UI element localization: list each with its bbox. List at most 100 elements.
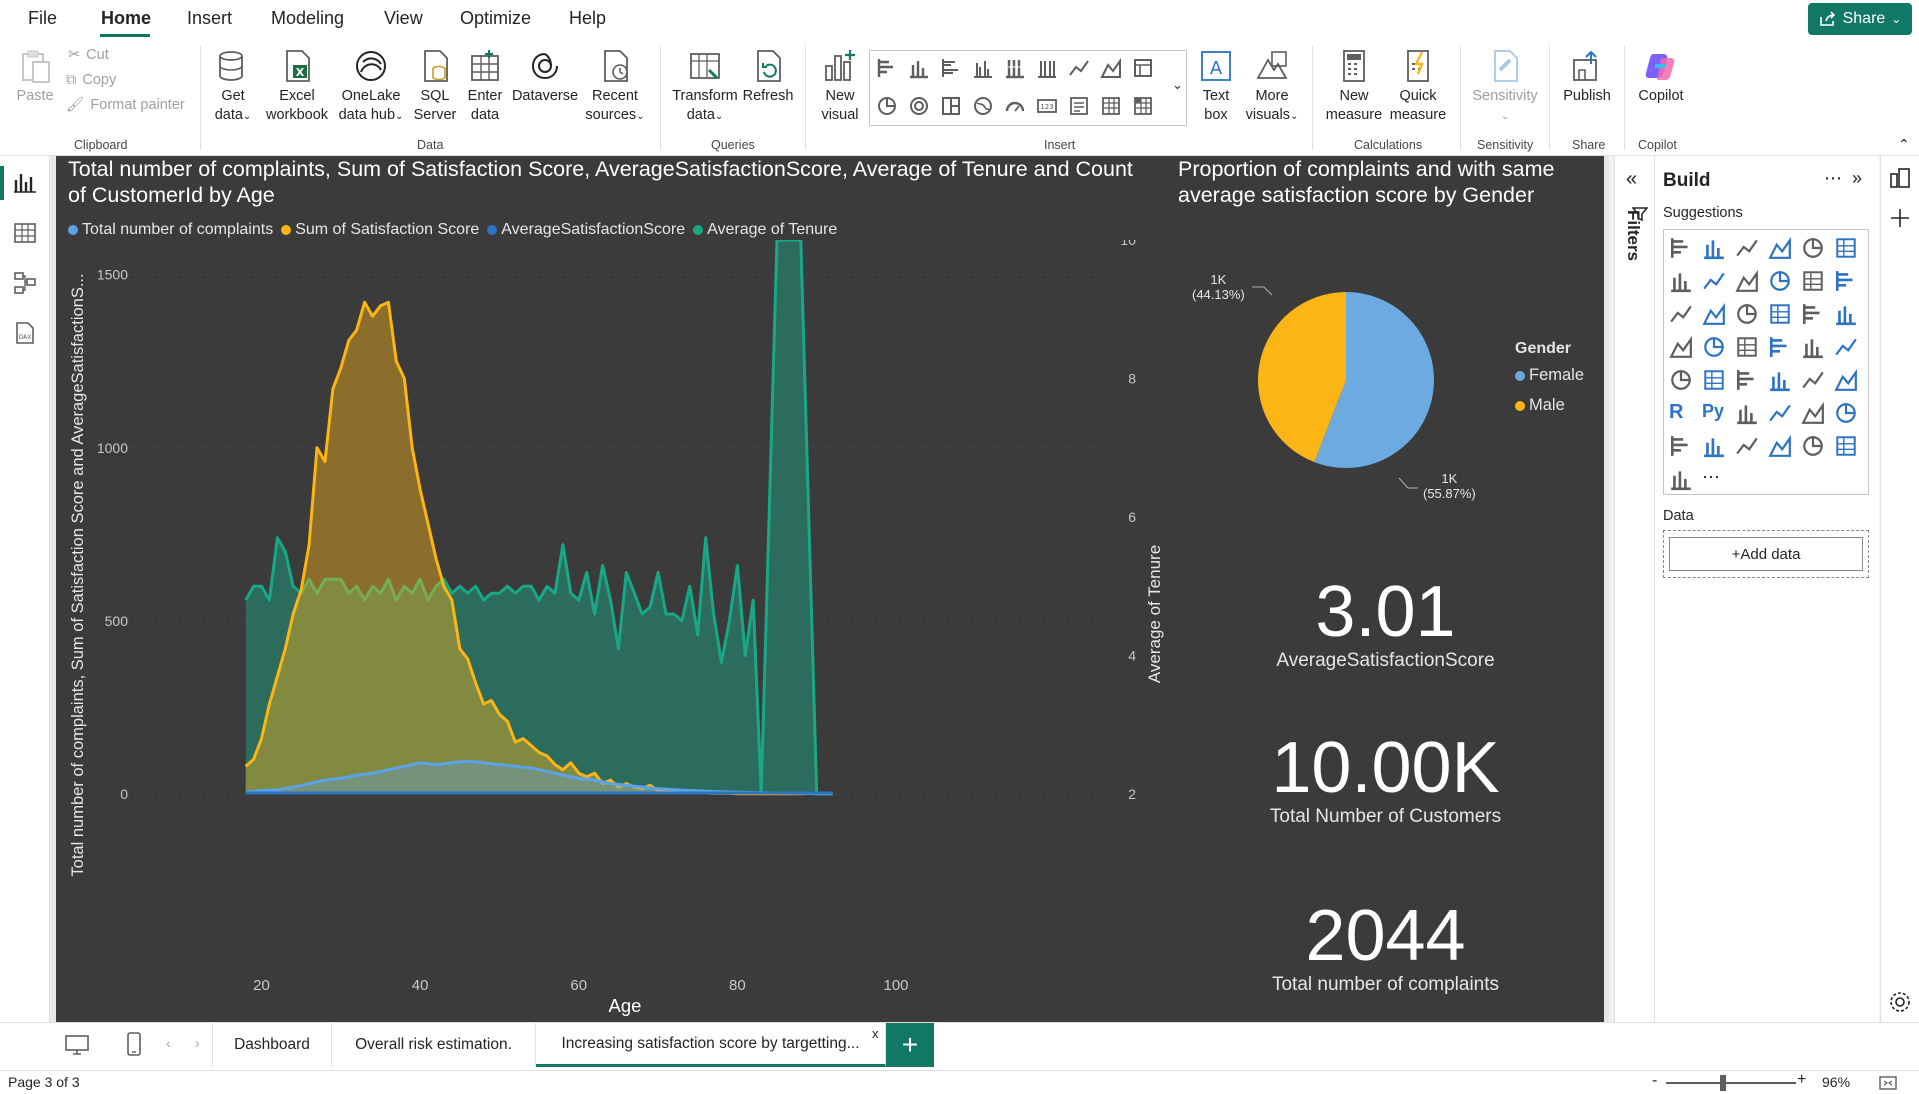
paginated-report-icon[interactable] (1702, 434, 1726, 458)
stacked-area-icon[interactable] (1735, 269, 1759, 293)
treemap-icon[interactable] (940, 95, 962, 117)
more-options-icon[interactable]: ⋯ (1824, 168, 1842, 188)
more-visuals-button[interactable]: More visuals⌄ (1242, 48, 1302, 126)
power-automate-flow-icon[interactable] (1669, 467, 1693, 491)
sql-server-button[interactable]: SQL Server (410, 48, 460, 125)
page-tab-dashboard[interactable]: Dashboard (212, 1023, 332, 1067)
dax-query-view-icon[interactable]: DAX (12, 320, 38, 346)
donut-icon[interactable] (1834, 302, 1858, 326)
stacked-column-icon[interactable] (1702, 236, 1726, 260)
format-painter-button[interactable]: 🖌 Format painter (66, 96, 185, 114)
zoom-slider-thumb[interactable] (1720, 1075, 1727, 1091)
line-icon[interactable] (1669, 269, 1693, 293)
table-view-icon[interactable] (12, 220, 38, 246)
excel-workbook-button[interactable]: X Excel workbook (262, 48, 332, 125)
slicer-new-icon[interactable] (1768, 434, 1792, 458)
chevron-up-icon[interactable]: ⌃ (1898, 136, 1910, 152)
kpi-icon[interactable] (1735, 368, 1759, 392)
funnel-icon[interactable] (1735, 302, 1759, 326)
menu-file[interactable]: File (28, 8, 58, 28)
ribbon-icon[interactable] (1669, 302, 1693, 326)
copilot-button[interactable]: Copilot (1630, 48, 1692, 106)
stacked-bar-icon[interactable] (1669, 236, 1693, 260)
line-stacked-column-icon[interactable] (1801, 269, 1825, 293)
chevron-double-left-icon[interactable]: « (1626, 168, 1638, 190)
desktop-layout-icon[interactable] (64, 1034, 90, 1056)
treemap-icon[interactable] (1669, 335, 1693, 359)
main-area-chart[interactable]: 0 500 1000 1500 2 4 6 8 10 20 40 60 80 100 Total numb… (56, 240, 1166, 1022)
report-view-icon[interactable] (12, 170, 38, 196)
area-average-of-tenure[interactable] (245, 240, 833, 794)
close-tab-icon[interactable]: x (872, 1026, 879, 1041)
text-box-button[interactable]: A Text box (1194, 48, 1238, 125)
menu-optimize[interactable]: Optimize (460, 8, 532, 28)
map-icon[interactable] (972, 95, 994, 117)
new-visual-button[interactable]: New visual (814, 48, 866, 125)
pie-legend-male[interactable]: Male (1515, 396, 1565, 415)
100-stacked-bar-icon[interactable] (1004, 57, 1026, 79)
map-icon[interactable] (1702, 335, 1726, 359)
key-influencers-icon[interactable] (1735, 401, 1759, 425)
legend-item-complaints[interactable]: Total number of complaints (68, 219, 273, 241)
stacked-column-chart-icon[interactable] (908, 57, 930, 79)
legend-item-avg-satisfaction[interactable]: AverageSatisfactionScore (487, 219, 685, 241)
qa-icon[interactable] (1801, 401, 1825, 425)
copy-button[interactable]: ⧉ Copy (66, 72, 116, 88)
stacked-area-chart-icon[interactable] (1132, 57, 1154, 79)
page-tab-overall-risk[interactable]: Overall risk estimation. (332, 1023, 536, 1067)
zoom-in-icon[interactable]: + (1797, 1071, 1807, 1088)
enter-data-button[interactable]: Enter data (462, 48, 508, 125)
trophy-icon[interactable] (1669, 434, 1693, 458)
donut-chart-icon[interactable] (908, 95, 930, 117)
transform-data-button[interactable]: Transform data⌄ (670, 48, 740, 126)
fit-to-page-icon[interactable] (1878, 1075, 1898, 1091)
narrative-icon[interactable] (1834, 401, 1858, 425)
gauge-icon[interactable] (1004, 95, 1026, 117)
shape-map-icon[interactable] (1768, 335, 1792, 359)
sensitivity-button[interactable]: Sensitivity ⌄ (1468, 48, 1542, 126)
gauge-icon[interactable] (1834, 335, 1858, 359)
100-stacked-bar-icon[interactable] (1801, 236, 1825, 260)
r-script-icon[interactable]: R (1669, 401, 1684, 423)
cut-button[interactable]: ✂ Cut (68, 47, 109, 63)
line-average-of-tenure[interactable] (244, 240, 833, 796)
new-measure-button[interactable]: New measure (1322, 48, 1386, 125)
paste-button[interactable]: Paste (12, 48, 58, 106)
card-icon[interactable]: 123 (1036, 95, 1058, 117)
azure-map-icon[interactable] (1801, 335, 1825, 359)
menu-home[interactable]: Home (101, 8, 152, 28)
menu-help[interactable]: Help (569, 8, 607, 28)
settings-gear-icon[interactable] (1888, 990, 1912, 1014)
legend-item-sum-satisfaction[interactable]: Sum of Satisfaction Score (281, 219, 479, 241)
build-visual-icon[interactable] (1888, 166, 1912, 190)
area-chart-icon[interactable] (1100, 57, 1122, 79)
onelake-data-hub-button[interactable]: OneLake data hub⌄ (334, 48, 408, 126)
area-icon[interactable] (1702, 269, 1726, 293)
decomposition-tree-icon[interactable] (1768, 401, 1792, 425)
plus-icon[interactable] (1888, 206, 1912, 230)
filters-label[interactable]: Filters (1624, 210, 1643, 262)
clustered-bar-icon[interactable] (1735, 236, 1759, 260)
clustered-column-chart-icon[interactable] (972, 57, 994, 79)
line-chart-icon[interactable] (1068, 57, 1090, 79)
add-page-button[interactable]: + (886, 1023, 934, 1067)
scatter-icon[interactable] (1768, 302, 1792, 326)
pie-chart-icon[interactable] (876, 95, 898, 117)
clustered-bar-chart-icon[interactable] (940, 57, 962, 79)
multi-row-card-icon[interactable] (1068, 95, 1090, 117)
table-icon[interactable] (1801, 368, 1825, 392)
chevron-down-icon[interactable]: ⌄ (1172, 77, 1183, 92)
page-tab-increasing-satisfaction[interactable]: Increasing satisfaction score by targett… (536, 1023, 886, 1067)
power-automate-icon[interactable] (1834, 434, 1858, 458)
pie-icon[interactable] (1801, 302, 1825, 326)
mobile-layout-icon[interactable] (126, 1032, 142, 1056)
recent-sources-button[interactable]: Recent sources⌄ (580, 48, 650, 126)
slicer-icon[interactable] (1768, 368, 1792, 392)
menu-view[interactable]: View (384, 8, 423, 28)
menu-insert[interactable]: Insert (187, 8, 233, 28)
share-button[interactable]: Share ⌄ (1808, 3, 1912, 35)
python-icon[interactable]: Py (1702, 401, 1725, 421)
dataverse-button[interactable]: Dataverse (510, 48, 580, 106)
chevron-left-icon[interactable]: ‹ (166, 1035, 171, 1051)
100-stacked-column-icon[interactable] (1036, 57, 1058, 79)
